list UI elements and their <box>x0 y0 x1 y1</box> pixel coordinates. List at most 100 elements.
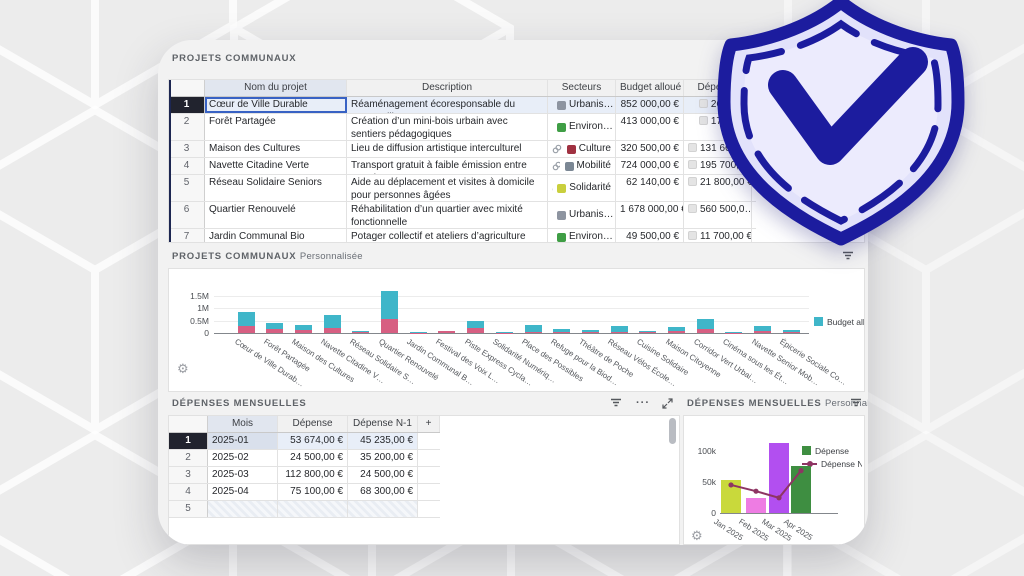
table-row[interactable]: 6 Quartier Renouvelé Réhabilitation d’un q… <box>169 202 756 229</box>
expense-cell[interactable]: 53 674,00 € <box>278 433 348 449</box>
row-number-cell[interactable]: 5 <box>169 175 205 201</box>
more-options-icon[interactable]: ··· <box>636 397 650 409</box>
project-description-cell[interactable]: Création d’un mini-bois urbain avec sent… <box>347 114 548 140</box>
column-header[interactable]: Dépense <box>278 416 348 432</box>
month-cell[interactable]: 2025-04 <box>208 484 278 500</box>
project-description-cell[interactable]: Lieu de diffusion artistique intercultur… <box>347 141 548 157</box>
column-header[interactable]: Budget alloué <box>616 80 684 96</box>
budget-bar <box>639 330 657 333</box>
project-name-cell[interactable]: Navette Citadine Verte <box>205 158 347 174</box>
project-budget-cell[interactable]: 1 678 000,00 € <box>616 202 684 228</box>
expense-n1-cell[interactable]: 45 235,00 € <box>348 433 418 449</box>
table-row[interactable]: 7 Jardin Communal Bio Potager collectif et… <box>169 229 756 242</box>
project-name-cell[interactable]: Jardin Communal Bio <box>205 229 347 242</box>
expense-bar <box>769 443 789 513</box>
row-number-cell[interactable]: 2 <box>169 450 208 466</box>
expense-cell[interactable]: 112 800,00 € <box>278 467 348 483</box>
row-number-cell[interactable]: 3 <box>169 141 205 157</box>
row-number-header[interactable] <box>169 80 205 96</box>
expense-bar <box>721 479 741 513</box>
project-spent-cell[interactable]: 21 800,00 € <box>684 175 752 201</box>
month-cell[interactable] <box>208 501 278 517</box>
gear-icon[interactable]: ⚙ <box>177 361 189 376</box>
project-name-cell[interactable]: Forêt Partagée <box>205 114 347 140</box>
spent-bar <box>352 332 370 333</box>
filter-icon[interactable] <box>610 396 622 414</box>
month-cell[interactable]: 2025-02 <box>208 450 278 466</box>
column-header[interactable]: Dépense N-1 <box>348 416 418 432</box>
filter-icon[interactable] <box>850 396 862 414</box>
project-spent-cell[interactable]: 560 500,0… <box>684 202 752 228</box>
project-budget-cell[interactable]: 852 000,00 € <box>616 97 684 113</box>
expenses-table[interactable]: Mois Dépense Dépense N-1 +1 2025-01 53 674,00… <box>169 416 440 518</box>
project-description-cell[interactable]: Transport gratuit à faible émission entr… <box>347 158 548 174</box>
month-cell[interactable]: 2025-01 <box>208 433 278 449</box>
expense-n1-cell[interactable]: 68 300,00 € <box>348 484 418 500</box>
row-number-cell[interactable]: 1 <box>169 97 205 113</box>
table-row[interactable]: 4 2025-04 75 100,00 €68 300,00 € <box>169 484 440 501</box>
row-number-cell[interactable]: 1 <box>169 433 208 449</box>
project-name-cell[interactable]: Cœur de Ville Durable <box>205 97 347 113</box>
row-number-cell[interactable]: 3 <box>169 467 208 483</box>
row-number-cell[interactable]: 4 <box>169 484 208 500</box>
project-budget-cell[interactable]: 49 500,00 € <box>616 229 684 242</box>
project-description-cell[interactable]: Potager collectif et ateliers d’agricult… <box>347 229 548 242</box>
spent-bar <box>610 331 628 333</box>
column-header[interactable]: Mois <box>208 416 278 432</box>
project-sector-cell[interactable]: Environ… <box>548 229 616 242</box>
budget-bar <box>266 322 284 333</box>
column-header[interactable]: Description <box>347 80 548 96</box>
projects-table[interactable]: Nom du projet Description Secteurs Budget a… <box>169 80 756 242</box>
column-header[interactable]: Secteurs <box>548 80 616 96</box>
sector-label: Environ… <box>569 120 613 132</box>
project-sector-cell[interactable]: Environ… <box>548 114 616 140</box>
project-name-cell[interactable]: Maison des Cultures <box>205 141 347 157</box>
add-column-button[interactable]: + <box>418 416 440 432</box>
column-header[interactable]: Nom du projet <box>205 80 347 96</box>
project-budget-cell[interactable]: 62 140,00 € <box>616 175 684 201</box>
row-number-cell[interactable]: 4 <box>169 158 205 174</box>
expense-n1-cell[interactable]: 35 200,00 € <box>348 450 418 466</box>
table-row[interactable]: 3 2025-03 112 800,00 €24 500,00 € <box>169 467 440 484</box>
expense-n1-cell[interactable]: 24 500,00 € <box>348 467 418 483</box>
project-sector-cell[interactable]: Urbanis… <box>548 97 616 113</box>
project-sector-cell[interactable]: Mobilité <box>548 158 616 174</box>
project-budget-cell[interactable]: 413 000,00 € <box>616 114 684 140</box>
table-row[interactable]: 5 <box>169 501 440 518</box>
project-description-cell[interactable]: Aide au déplacement et visites à domicil… <box>347 175 548 201</box>
row-number-cell[interactable]: 5 <box>169 501 208 517</box>
filter-icon[interactable] <box>842 249 854 267</box>
table-row[interactable]: 1 2025-01 53 674,00 €45 235,00 € <box>169 433 440 450</box>
row-number-cell[interactable]: 6 <box>169 202 205 228</box>
project-budget-cell[interactable]: 724 000,00 € <box>616 158 684 174</box>
project-budget-cell[interactable]: 320 500,00 € <box>616 141 684 157</box>
spent-bar <box>237 326 255 333</box>
gear-icon[interactable]: ⚙ <box>691 528 703 543</box>
project-name-cell[interactable]: Réseau Solidaire Seniors <box>205 175 347 201</box>
expense-cell[interactable]: 24 500,00 € <box>278 450 348 466</box>
expense-cell[interactable] <box>278 501 348 517</box>
month-cell[interactable]: 2025-03 <box>208 467 278 483</box>
project-sector-cell[interactable]: Culture <box>548 141 616 157</box>
row-number-cell[interactable]: 2 <box>169 114 205 140</box>
formula-icon <box>688 204 697 213</box>
project-spent-cell[interactable]: 11 700,00 € <box>684 229 752 242</box>
spent-bar <box>639 332 657 333</box>
table-row[interactable]: 2 Forêt Partagée Création d’un mini-bois u… <box>169 114 756 141</box>
table-row[interactable]: 1 Cœur de Ville Durable Réaménagement écor… <box>169 97 756 114</box>
expense-n1-cell[interactable] <box>348 501 418 517</box>
vertical-scrollbar[interactable] <box>669 418 676 444</box>
project-sector-cell[interactable]: Urbanis… <box>548 202 616 228</box>
row-number-header[interactable] <box>169 416 208 432</box>
project-description-cell[interactable]: Réhabilitation d’un quartier avec mixité… <box>347 202 548 228</box>
project-sector-cell[interactable]: Solidarité <box>548 175 616 201</box>
table-row[interactable]: 2 2025-02 24 500,00 €35 200,00 € <box>169 450 440 467</box>
expand-icon[interactable] <box>662 396 673 414</box>
project-description-cell[interactable]: Réaménagement écoresponsable du centre-v… <box>347 97 548 113</box>
table-row[interactable]: 5 Réseau Solidaire Seniors Aide au déplace… <box>169 175 756 202</box>
project-name-cell[interactable]: Quartier Renouvelé <box>205 202 347 228</box>
expense-cell[interactable]: 75 100,00 € <box>278 484 348 500</box>
table-row[interactable]: 4 Navette Citadine Verte Transport gratuit… <box>169 158 756 175</box>
row-number-cell[interactable]: 7 <box>169 229 205 242</box>
table-row[interactable]: 3 Maison des Cultures Lieu de diffusion ar… <box>169 141 756 158</box>
